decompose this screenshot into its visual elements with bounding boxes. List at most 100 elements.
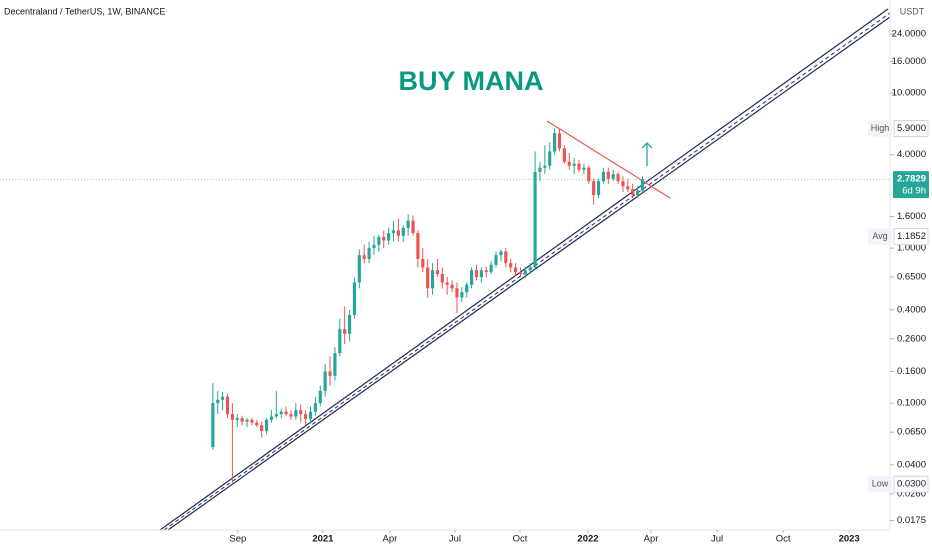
candle-body (465, 284, 469, 293)
candle-body (396, 230, 400, 236)
y-tick-label: 0.0650 (897, 427, 926, 438)
candle-body (557, 133, 562, 149)
countdown: 6d 9h (902, 186, 926, 197)
candle-body (211, 403, 215, 448)
x-tick-label: Jul (449, 534, 461, 545)
candle-body (636, 190, 640, 195)
candle-body (470, 270, 474, 285)
candle-body (572, 163, 576, 166)
candle-body (264, 419, 269, 432)
candle-body (367, 248, 371, 260)
candle-body (474, 270, 479, 278)
candle-body (343, 329, 347, 334)
x-tick-label: 2022 (577, 534, 598, 545)
candle-body (260, 425, 264, 432)
candle-body (562, 148, 566, 162)
candle-body (445, 282, 449, 285)
price-tag-value: 5.9000 (897, 123, 926, 134)
candle-body (601, 171, 606, 182)
x-tick-label: 2023 (839, 534, 860, 545)
price-tag-value-box (893, 228, 929, 246)
candle-body (225, 396, 230, 415)
price-tag-value: 0.0300 (897, 479, 926, 490)
price-tag-name: Avg (872, 231, 887, 241)
price-tag-value-box (893, 475, 929, 493)
channel-middle (163, 12, 891, 531)
candle-body (430, 270, 435, 289)
candle-body (235, 418, 239, 420)
candle-body (377, 236, 381, 245)
price-tag-name-box (868, 120, 892, 137)
candle-body (289, 414, 293, 417)
candle-body (626, 186, 630, 190)
candle-body (294, 410, 298, 417)
candle-body (333, 353, 337, 376)
candle-body (347, 315, 352, 334)
candle-body (284, 411, 288, 415)
candle-body (455, 288, 459, 298)
candle-body (509, 263, 513, 268)
x-tick-label: 2021 (312, 534, 334, 545)
candle-body (484, 270, 488, 273)
candle-body (621, 181, 625, 187)
candle-body (426, 267, 430, 289)
candle-body (274, 414, 278, 417)
candle-body (499, 251, 503, 256)
candle-body (435, 270, 440, 275)
price-tag: Low 0.0300 (868, 475, 929, 493)
y-tick-label: 0.0175 (897, 515, 926, 526)
y-tick-label: 1.0000 (897, 243, 926, 254)
candle-body (460, 292, 464, 298)
resistance-line (546, 120, 671, 199)
candle-body (611, 174, 615, 179)
price-tag-name-box (868, 476, 892, 493)
price-tag: Avg 1.1852 (868, 228, 929, 246)
x-tick-label: Sep (229, 534, 246, 545)
candle-body (582, 167, 586, 170)
candle-body (421, 259, 425, 268)
candle-body (533, 171, 537, 268)
annotation: BUY MANA (398, 66, 543, 96)
current-price-box (893, 171, 929, 199)
candle-body (357, 255, 361, 283)
candle-body (387, 233, 391, 241)
price-tag-name-box (868, 228, 892, 245)
chart-title: Decentraland / TetherUS, 1W, BINANCE (4, 6, 165, 16)
candle-body (538, 167, 542, 172)
candle-body (553, 133, 557, 152)
x-tick-label: Apr (383, 534, 398, 545)
x-tick-label: Jul (711, 534, 723, 545)
y-tick-label: 0.1000 (897, 398, 926, 409)
candle-body (391, 230, 396, 234)
candle-body (411, 220, 415, 234)
candle-body (606, 171, 610, 179)
candle-body (323, 371, 327, 391)
candle-body (245, 419, 249, 422)
candle-body (372, 244, 376, 249)
candle-body (382, 236, 386, 241)
candle-body (216, 399, 220, 404)
y-tick-label: 4.0000 (897, 149, 926, 160)
channel-upper (167, 16, 891, 531)
currency-label: USDT (900, 6, 925, 16)
candle-body (479, 270, 483, 278)
candle-body (596, 181, 601, 195)
candle-body (450, 284, 454, 289)
candle-body (504, 251, 508, 264)
x-tick-label: Apr (644, 534, 659, 545)
price-tag-value-box (893, 120, 929, 138)
arrow-head (641, 142, 653, 149)
candle-body (328, 371, 332, 376)
candle-body (304, 414, 308, 420)
y-tick-label: 1.6000 (897, 211, 926, 222)
candle-body (616, 174, 620, 182)
candle-body (255, 422, 259, 426)
candle-body (406, 220, 410, 228)
current-price-value: 2.7829 (897, 174, 926, 185)
candle-body (401, 227, 405, 236)
y-tick-label: 0.2600 (897, 333, 926, 344)
y-tick-label: 10.0000 (892, 88, 926, 99)
candle-body (318, 390, 322, 404)
